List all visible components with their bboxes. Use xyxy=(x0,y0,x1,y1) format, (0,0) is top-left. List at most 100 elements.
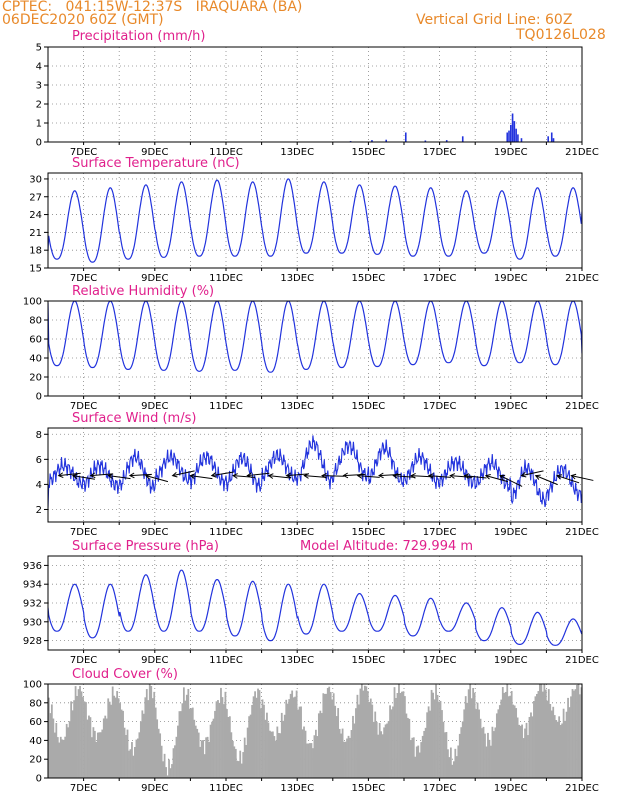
cloud-bar xyxy=(387,721,390,778)
cloud-bar xyxy=(165,767,167,778)
cloud-bar xyxy=(374,711,377,778)
cloud-bar xyxy=(169,768,172,778)
model-id: TQ0126L028 xyxy=(516,27,606,43)
series-line xyxy=(48,301,582,373)
cloud-bar xyxy=(162,761,164,778)
cloud-bar xyxy=(497,709,500,778)
cloud-bar xyxy=(258,690,261,778)
cloud-bar xyxy=(491,726,494,778)
cloud-bar xyxy=(576,684,578,778)
cloud-bar xyxy=(317,713,320,778)
cloud-bar xyxy=(504,691,507,778)
cloud-bar xyxy=(325,693,328,778)
cloud-bar xyxy=(128,750,130,778)
cloud-bar xyxy=(154,707,157,778)
cloud-bar xyxy=(555,720,558,778)
cloud-bar xyxy=(142,713,145,778)
cloud-bar xyxy=(89,717,92,778)
cloud-bar xyxy=(401,691,403,778)
cloud-bar xyxy=(359,688,362,778)
x-tick-label: 17DEC xyxy=(423,147,457,158)
x-tick-label: 15DEC xyxy=(352,401,386,412)
wind-arrow xyxy=(210,471,234,478)
cloud-bar xyxy=(512,704,515,778)
cloud-bar xyxy=(68,721,71,778)
cloud-bar xyxy=(116,691,119,778)
x-tick-label: 11DEC xyxy=(209,655,243,666)
cloud-bar xyxy=(217,700,219,778)
cloud-bar xyxy=(52,718,55,778)
cloud-bar xyxy=(341,728,344,778)
cloud-bar xyxy=(107,698,110,778)
y-tick-label: 15 xyxy=(29,264,42,275)
cloud-bar xyxy=(49,713,52,778)
cloud-bar xyxy=(540,684,543,778)
wind-arrow xyxy=(267,473,291,479)
x-tick-label: 21DEC xyxy=(565,273,599,284)
cloud-bar xyxy=(67,727,70,778)
cloud-bar xyxy=(304,730,307,778)
cloud-bar xyxy=(567,697,569,778)
cloud-bar xyxy=(301,729,304,778)
cloud-bar xyxy=(291,690,294,778)
cloud-bar xyxy=(427,706,430,778)
cloud-bar xyxy=(249,714,252,778)
precip-bar xyxy=(385,139,387,142)
cloud-bar xyxy=(322,693,325,778)
cloud-bar xyxy=(476,702,479,778)
cloud-bar xyxy=(541,691,544,778)
cloud-bar xyxy=(559,724,562,778)
cloud-bar xyxy=(221,697,224,778)
cloud-bar xyxy=(153,691,156,778)
cloud-bar xyxy=(326,687,329,778)
cloud-bar xyxy=(525,722,528,778)
y-tick-label: 20 xyxy=(29,373,42,384)
precip-bar xyxy=(547,136,549,142)
cloud-bar xyxy=(412,737,415,778)
wind-arrow xyxy=(321,472,345,479)
y-tick-label: 60 xyxy=(29,335,42,346)
cloud-bar xyxy=(438,701,440,778)
cloud-bar xyxy=(375,721,378,778)
y-tick-label: 20 xyxy=(29,755,42,766)
cloud-bar xyxy=(521,724,523,778)
x-tick-label: 21DEC xyxy=(565,655,599,666)
cloud-bar xyxy=(538,684,541,778)
y-tick-label: 932 xyxy=(23,599,42,610)
cloud-bar xyxy=(99,732,102,778)
cloud-bar xyxy=(137,738,139,778)
cloud-bar xyxy=(160,745,163,778)
x-tick-label: 11DEC xyxy=(209,527,243,538)
cloud-bar xyxy=(93,730,96,778)
y-tick-label: 18 xyxy=(29,246,42,257)
cloud-bar xyxy=(53,732,56,778)
y-tick-label: 1 xyxy=(36,119,42,130)
x-tick-label: 17DEC xyxy=(423,655,457,666)
cloud-bar xyxy=(383,727,386,778)
cloud-bar xyxy=(125,734,127,778)
y-tick-label: 0 xyxy=(36,138,42,149)
cloud-bar xyxy=(500,699,503,778)
cloud-bar xyxy=(429,710,431,778)
cloud-bar xyxy=(298,706,301,778)
cloud-bar xyxy=(144,697,147,778)
cloud-bar xyxy=(114,697,117,778)
cloud-bar xyxy=(313,735,316,778)
wind-arrow xyxy=(89,472,113,479)
x-tick-label: 7DEC xyxy=(70,655,97,666)
x-tick-label: 15DEC xyxy=(352,147,386,158)
cloud-bar xyxy=(495,713,498,778)
cloud-bar xyxy=(558,716,561,778)
y-tick-label: 2 xyxy=(36,100,42,111)
cloud-bar xyxy=(381,734,384,778)
cloud-bar xyxy=(211,721,213,778)
y-tick-label: 40 xyxy=(29,354,42,365)
wind-arrow xyxy=(392,473,416,479)
cloud-bar xyxy=(227,716,230,778)
panel-title: Relative Humidity (%) xyxy=(72,284,214,299)
cloud-bar xyxy=(289,693,292,778)
cloud-bar xyxy=(472,687,475,778)
cloud-bar xyxy=(96,732,99,778)
wind-arrow xyxy=(171,470,195,478)
cloud-bar xyxy=(349,737,351,778)
